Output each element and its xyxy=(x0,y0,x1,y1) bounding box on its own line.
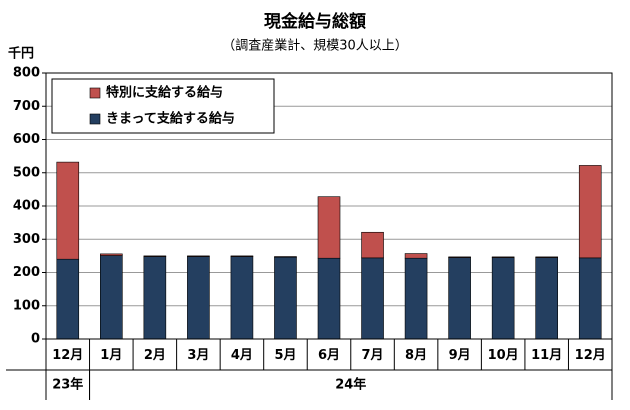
bar-segment xyxy=(230,256,254,340)
x-tick-label: 6月 xyxy=(318,348,340,363)
x-tick-label: 7月 xyxy=(362,348,384,363)
x-tick-label: 12月 xyxy=(575,348,606,363)
y-tick-label: 800 xyxy=(13,66,40,81)
legend-box xyxy=(51,78,275,134)
bar-segment xyxy=(56,161,80,260)
bar-segment xyxy=(100,255,123,340)
y-tick-label: 200 xyxy=(13,265,40,280)
bar-segment xyxy=(578,165,602,259)
bar-segment xyxy=(535,256,558,258)
group-label: 23年 xyxy=(52,377,83,393)
x-tick-label: 5月 xyxy=(274,348,296,363)
bar-segment xyxy=(317,257,341,340)
bar-segment xyxy=(404,253,428,259)
y-tick-label: 400 xyxy=(13,199,40,214)
x-tick-label: 2月 xyxy=(144,348,166,363)
y-tick-label: 0 xyxy=(31,332,40,347)
x-tick-label: 3月 xyxy=(187,348,209,363)
x-tick-label: 11月 xyxy=(531,348,562,363)
x-tick-label: 4月 xyxy=(231,348,253,363)
y-tick-label: 100 xyxy=(13,298,40,313)
x-tick-label: 9月 xyxy=(449,348,471,363)
bar-segment xyxy=(361,231,384,259)
bar-segment xyxy=(187,256,210,340)
chart-subtitle: （調査産業計、規模30人以上） xyxy=(222,38,408,54)
chart-title: 現金給与総額 xyxy=(264,11,366,32)
bar-segment xyxy=(317,196,341,259)
y-tick-label: 300 xyxy=(13,232,40,247)
bar-segment xyxy=(578,257,602,340)
plot-border xyxy=(45,72,613,340)
legend-label: きまって支給する給与 xyxy=(106,111,235,127)
bar-segment xyxy=(274,256,297,340)
x-tick-label: 12月 xyxy=(52,348,83,363)
bar-segment xyxy=(448,257,471,340)
unit-label: 千円 xyxy=(8,46,34,62)
bar-segment xyxy=(448,256,471,258)
legend-swatch xyxy=(89,87,101,99)
group-label: 24年 xyxy=(335,377,366,393)
y-tick-label: 700 xyxy=(13,99,40,114)
bar-segment xyxy=(143,256,167,340)
bar-segment xyxy=(100,253,123,256)
bar-segment xyxy=(361,257,384,340)
bar-segment xyxy=(187,255,210,257)
x-tick-label: 8月 xyxy=(405,348,427,363)
y-tick-label: 600 xyxy=(13,132,40,147)
bar-segment xyxy=(404,257,428,340)
bar-segment xyxy=(491,256,515,258)
bar-segment xyxy=(491,257,515,340)
legend-label: 特別に支給する給与 xyxy=(106,85,223,101)
legend-swatch xyxy=(89,113,101,125)
bar-segment xyxy=(56,258,80,340)
x-tick-label: 1月 xyxy=(100,348,122,363)
bar-segment xyxy=(274,256,297,258)
x-tick-label: 10月 xyxy=(488,348,519,363)
bar-segment xyxy=(535,257,558,340)
bar-segment xyxy=(230,255,254,257)
bar-segment xyxy=(143,255,167,257)
y-tick-label: 500 xyxy=(13,165,40,180)
